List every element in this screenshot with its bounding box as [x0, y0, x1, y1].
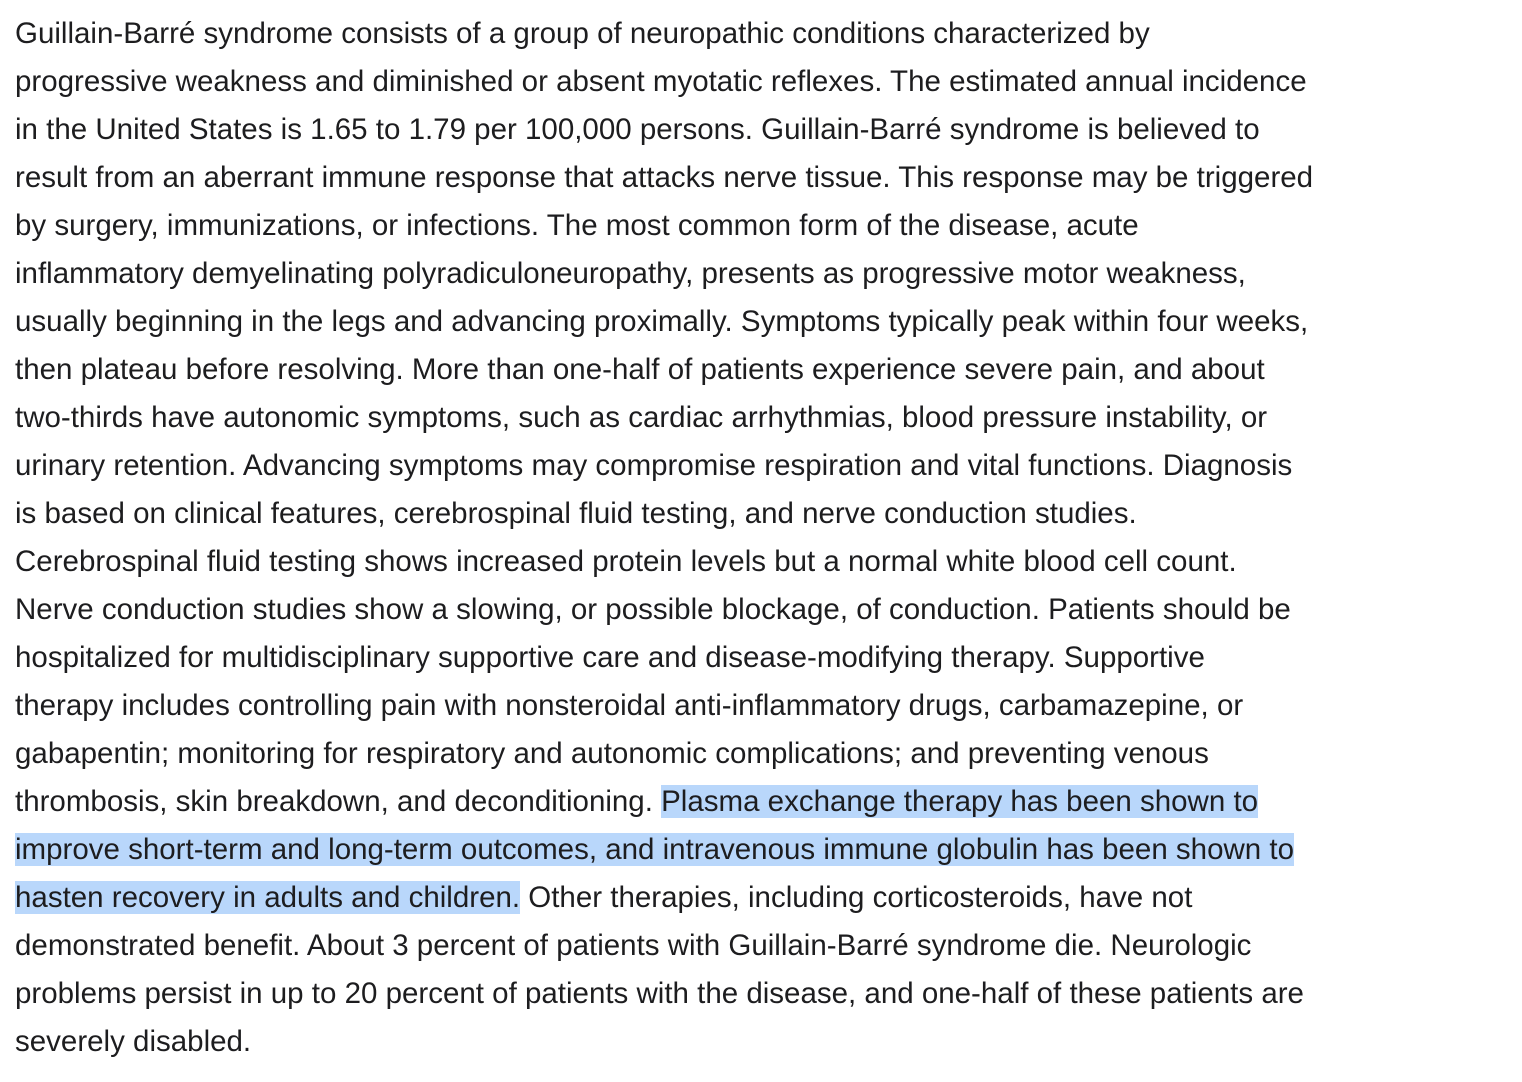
paragraph-line: problems persist in up to 20 percent of … — [15, 970, 1465, 1018]
paragraph-line: usually beginning in the legs and advanc… — [15, 298, 1465, 346]
line-text: two-thirds have autonomic symptoms, such… — [15, 401, 1268, 434]
line-text: in the United States is 1.65 to 1.79 per… — [15, 113, 1260, 146]
selected-text[interactable]: hasten recovery in adults and children. — [15, 881, 521, 914]
line-text: problems persist in up to 20 percent of … — [15, 977, 1304, 1010]
line-text: Nerve conduction studies show a slowing,… — [15, 593, 1291, 626]
paragraph-line: therapy includes controlling pain with n… — [15, 682, 1465, 730]
paragraph-line: Guillain-Barré syndrome consists of a gr… — [15, 10, 1465, 58]
line-text: usually beginning in the legs and advanc… — [15, 305, 1309, 338]
paragraph-line: then plateau before resolving. More than… — [15, 346, 1465, 394]
line-text: hospitalized for multidisciplinary suppo… — [15, 641, 1205, 674]
line-text: demonstrated benefit. About 3 percent of… — [15, 929, 1252, 962]
paragraph-line: improve short-term and long-term outcome… — [15, 826, 1465, 874]
paragraph-line: is based on clinical features, cerebrosp… — [15, 490, 1465, 538]
line-text: Cerebrospinal fluid testing shows increa… — [15, 545, 1237, 578]
line-text: gabapentin; monitoring for respiratory a… — [15, 737, 1209, 770]
paragraph-line: two-thirds have autonomic symptoms, such… — [15, 394, 1465, 442]
line-text: severely disabled. — [15, 1025, 252, 1058]
line-text: progressive weakness and diminished or a… — [15, 65, 1307, 98]
paragraph-line: progressive weakness and diminished or a… — [15, 58, 1465, 106]
paragraph-line: Cerebrospinal fluid testing shows increa… — [15, 538, 1465, 586]
line-text: result from an aberrant immune response … — [15, 161, 1314, 194]
paragraph-line: thrombosis, skin breakdown, and decondit… — [15, 778, 1465, 826]
line-text: by surgery, immunizations, or infections… — [15, 209, 1139, 242]
paragraph-line: demonstrated benefit. About 3 percent of… — [15, 922, 1465, 970]
line-text: inflammatory demyelinating polyradiculon… — [15, 257, 1246, 290]
paragraph-line: result from an aberrant immune response … — [15, 154, 1465, 202]
paragraph-line: gabapentin; monitoring for respiratory a… — [15, 730, 1465, 778]
paragraph-line: severely disabled. — [15, 1018, 1465, 1066]
selected-text[interactable]: improve short-term and long-term outcome… — [15, 833, 1295, 866]
paragraph-line: hasten recovery in adults and children. … — [15, 874, 1465, 922]
line-text: is based on clinical features, cerebrosp… — [15, 497, 1137, 530]
line-text: Guillain-Barré syndrome consists of a gr… — [15, 17, 1150, 50]
paragraph-line: Nerve conduction studies show a slowing,… — [15, 586, 1465, 634]
line-text: thrombosis, skin breakdown, and decondit… — [15, 785, 662, 818]
line-text: Other therapies, including corticosteroi… — [520, 881, 1193, 914]
line-text: then plateau before resolving. More than… — [15, 353, 1265, 386]
selected-text[interactable]: Plasma exchange therapy has been shown t… — [661, 785, 1259, 818]
paragraph-line: by surgery, immunizations, or infections… — [15, 202, 1465, 250]
paragraph-line: urinary retention. Advancing symptoms ma… — [15, 442, 1465, 490]
paragraph-line: in the United States is 1.65 to 1.79 per… — [15, 106, 1465, 154]
document-paragraph[interactable]: Guillain-Barré syndrome consists of a gr… — [15, 10, 1465, 1066]
line-text: therapy includes controlling pain with n… — [15, 689, 1244, 722]
line-text: urinary retention. Advancing symptoms ma… — [15, 449, 1293, 482]
paragraph-line: inflammatory demyelinating polyradiculon… — [15, 250, 1465, 298]
paragraph-line: hospitalized for multidisciplinary suppo… — [15, 634, 1465, 682]
